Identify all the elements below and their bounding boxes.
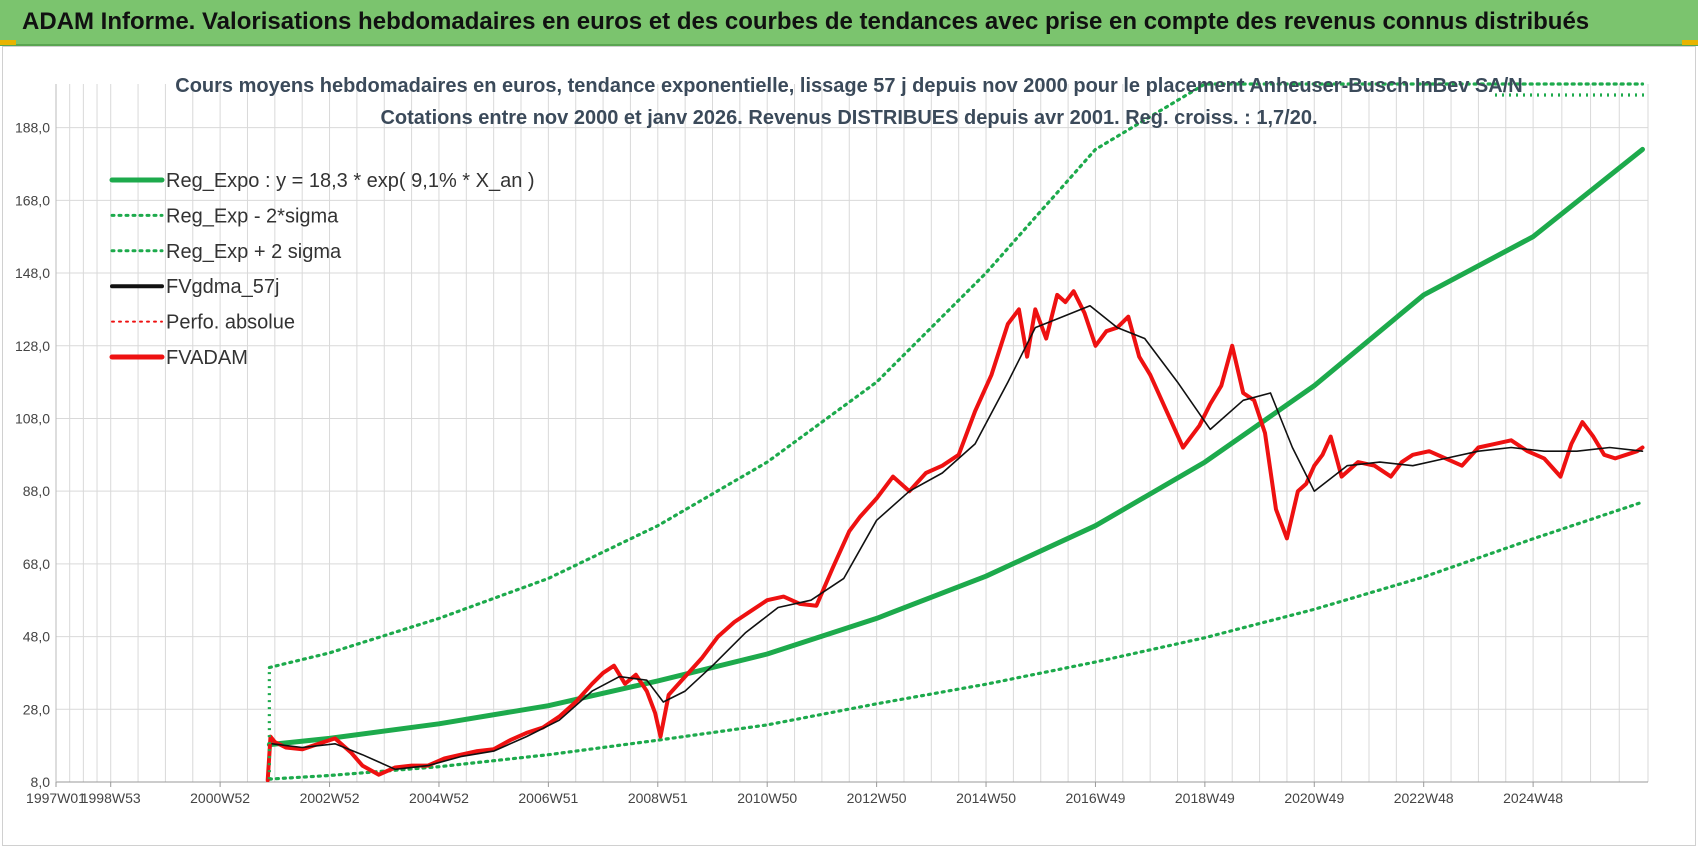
y-tick-label: 48,0 [23, 629, 50, 645]
legend-label: Reg_Exp + 2 sigma [166, 241, 342, 263]
chart-title: Cours moyens hebdomadaires en euros, ten… [175, 75, 1522, 97]
header-banner: ADAM Informe. Valorisations hebdomadaire… [0, 0, 1698, 46]
x-tick-label: 2006W51 [518, 790, 578, 806]
x-tick-label: 2004W52 [409, 790, 469, 806]
x-tick-label: 2010W50 [737, 790, 797, 806]
legend-label: FVADAM [166, 347, 248, 369]
x-tick-label: 2022W48 [1394, 790, 1454, 806]
y-tick-label: 108,0 [15, 410, 50, 426]
legend-label: Reg_Expo : y = 18,3 * exp( 9,1% * X_an ) [166, 170, 535, 192]
x-tick-label: 1998W53 [81, 790, 141, 806]
x-tick-label: 2002W52 [300, 790, 360, 806]
chart-subtitle: Cotations entre nov 2000 et janv 2026. R… [380, 107, 1317, 129]
x-tick-label: 2014W50 [956, 790, 1016, 806]
series-reg-exp-minus-2sigma [267, 500, 1645, 781]
series-reg-expo [266, 146, 1645, 748]
series-reg-exp-plus-2sigma [267, 82, 1645, 670]
x-tick-label: 2016W49 [1065, 790, 1125, 806]
x-tick-label: 2020W49 [1284, 790, 1344, 806]
series-fvgdma-57j [271, 304, 1644, 771]
legend-label: FVgdma_57j [166, 276, 279, 298]
axes: 8,0 28,0 48,0 68,0 88,0 108,0 128,0 148,0 168,0 1… [15, 84, 1648, 806]
x-tick-label: 2012W50 [847, 790, 907, 806]
x-tick-label: 2008W51 [628, 790, 688, 806]
y-tick-label: 188,0 [15, 120, 50, 136]
series-lines [265, 82, 1648, 782]
series-fvadam [265, 289, 1645, 782]
x-tick-label: 2018W49 [1175, 790, 1235, 806]
y-tick-label: 128,0 [15, 338, 50, 354]
y-tick-label: 28,0 [23, 701, 50, 717]
chart-frame [2, 46, 1696, 846]
x-tick-label: 2024W48 [1503, 790, 1563, 806]
legend: Reg_Expo : y = 18,3 * exp( 9,1% * X_an )… [109, 170, 535, 369]
x-tick-label: 1997W01 [26, 790, 86, 806]
y-tick-label: 88,0 [23, 483, 50, 499]
y-tick-label: 148,0 [15, 265, 50, 281]
banner-corner-right [1682, 40, 1698, 45]
legend-label: Perfo. absolue [166, 312, 295, 334]
y-tick-label: 8,0 [31, 774, 51, 790]
x-tick-label: 2000W52 [190, 790, 250, 806]
banner-title: ADAM Informe. Valorisations hebdomadaire… [22, 8, 1590, 35]
legend-label: Reg_Exp - 2*sigma [166, 205, 339, 227]
y-tick-label: 68,0 [23, 556, 50, 572]
banner-corner-left [0, 40, 16, 45]
y-tick-label: 168,0 [15, 192, 50, 208]
grid-lines [55, 84, 1649, 783]
